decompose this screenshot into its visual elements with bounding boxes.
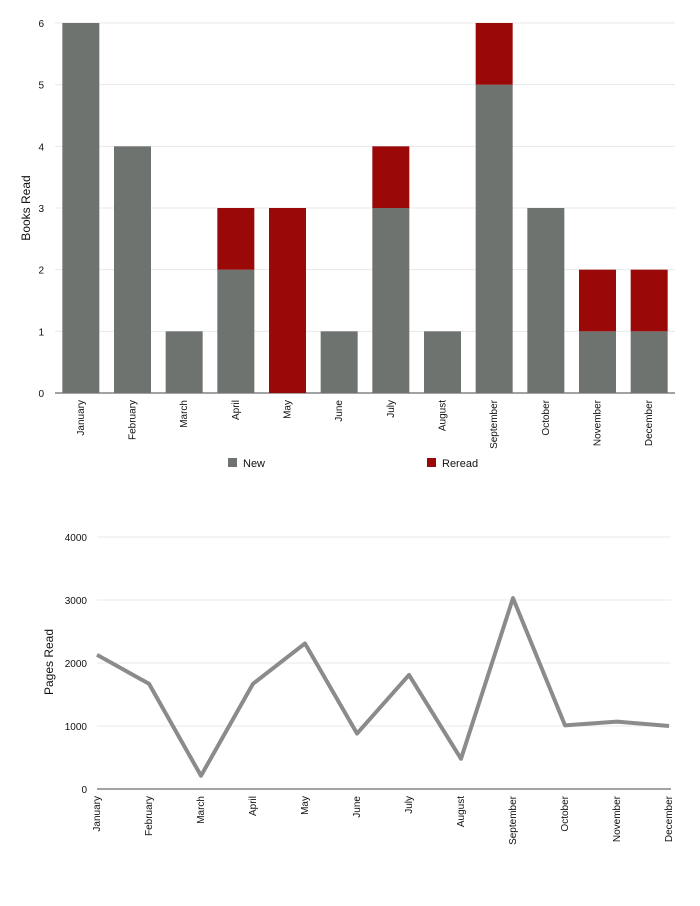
- bar-reread-november: [579, 269, 616, 332]
- chart1-y-tick-label: 0: [38, 389, 44, 400]
- bar-new-april: [217, 269, 255, 393]
- bar-new-december: [630, 331, 668, 393]
- chart1-bars: [62, 23, 668, 394]
- chart2-x-tick-label: March: [196, 796, 207, 824]
- chart1-y-axis-title: Books Read: [19, 175, 33, 240]
- chart2-x-tick-label: October: [560, 795, 571, 831]
- chart2-x-tick-label: July: [404, 796, 415, 814]
- chart2-y-ticks: 0 1000 2000 3000 4000: [65, 533, 88, 796]
- chart1-y-tick-label: 6: [38, 19, 44, 30]
- legend-swatch-new: [228, 458, 237, 467]
- books-read-chart: 0 1 2 3 4 5 6 January February March April May June…: [19, 19, 675, 470]
- bar-new-october: [527, 208, 565, 393]
- chart1-x-tick-label: May: [283, 400, 294, 419]
- bar-new-august: [424, 331, 461, 393]
- chart1-y-tick-label: 5: [38, 81, 44, 92]
- chart1-x-tick-label: January: [76, 400, 87, 436]
- chart1-x-tick-label: June: [334, 400, 345, 422]
- chart2-x-tick-label: June: [352, 796, 363, 818]
- chart1-x-tick-label: July: [386, 400, 397, 418]
- chart1-x-tick-label: April: [231, 400, 242, 420]
- chart1-legend: New Reread: [228, 458, 478, 470]
- chart2-x-tick-label: November: [612, 795, 623, 842]
- bar-reread-may: [269, 208, 306, 393]
- chart1-x-ticks: January February March April May June July Augu…: [76, 399, 655, 449]
- bar-new-september: [475, 84, 513, 394]
- chart2-x-tick-label: April: [248, 796, 259, 816]
- chart1-y-ticks: 0 1 2 3 4 5 6: [38, 19, 44, 400]
- chart2-line: [96, 596, 670, 778]
- chart2-grid: [97, 536, 671, 790]
- bar-reread-december: [630, 269, 668, 332]
- chart2-y-tick-label: 2000: [65, 659, 88, 670]
- bar-new-march: [165, 331, 203, 393]
- chart2-x-tick-label: September: [508, 795, 519, 845]
- bar-reread-april: [217, 208, 255, 270]
- chart1-x-tick-label: August: [438, 400, 449, 431]
- legend-swatch-reread: [427, 458, 436, 467]
- chart1-x-tick-label: February: [128, 400, 139, 440]
- legend-label-reread: Reread: [442, 458, 478, 470]
- chart2-y-axis-title: Pages Read: [42, 629, 56, 695]
- chart1-y-tick-label: 3: [38, 204, 44, 215]
- chart2-y-tick-label: 4000: [65, 533, 88, 544]
- chart2-x-ticks: January February March April May June July Augu…: [92, 795, 675, 845]
- bar-reread-july: [372, 146, 410, 208]
- chart1-y-tick-label: 4: [38, 142, 44, 153]
- bar-new-november: [579, 331, 616, 393]
- pages-read-chart: 0 1000 2000 3000 4000 January February March Ap…: [42, 533, 675, 845]
- chart2-x-tick-label: January: [92, 796, 103, 832]
- chart2-y-tick-label: 3000: [65, 596, 88, 607]
- chart1-y-tick-label: 2: [38, 266, 44, 277]
- chart2-x-tick-label: February: [144, 796, 155, 836]
- bar-reread-september: [475, 23, 513, 85]
- bar-new-july: [372, 208, 410, 393]
- pages-read-series-line: [96, 596, 670, 778]
- chart1-x-tick-label: September: [489, 399, 500, 449]
- chart1-grid: [55, 22, 675, 394]
- chart1-x-tick-label: October: [541, 399, 552, 435]
- bar-new-january: [62, 23, 100, 393]
- bar-new-june: [320, 331, 358, 393]
- chart2-x-tick-label: May: [300, 796, 311, 815]
- chart2-y-tick-label: 1000: [65, 722, 88, 733]
- chart2-x-tick-label: December: [664, 795, 675, 842]
- bar-new-february: [114, 146, 151, 393]
- legend-label-new: New: [243, 458, 265, 470]
- chart1-y-tick-label: 1: [38, 327, 44, 338]
- chart2-y-tick-label: 0: [81, 785, 87, 796]
- chart1-x-tick-label: November: [593, 399, 604, 446]
- chart2-x-tick-label: August: [456, 796, 467, 827]
- chart1-x-tick-label: December: [644, 399, 655, 446]
- chart1-x-tick-label: March: [179, 400, 190, 428]
